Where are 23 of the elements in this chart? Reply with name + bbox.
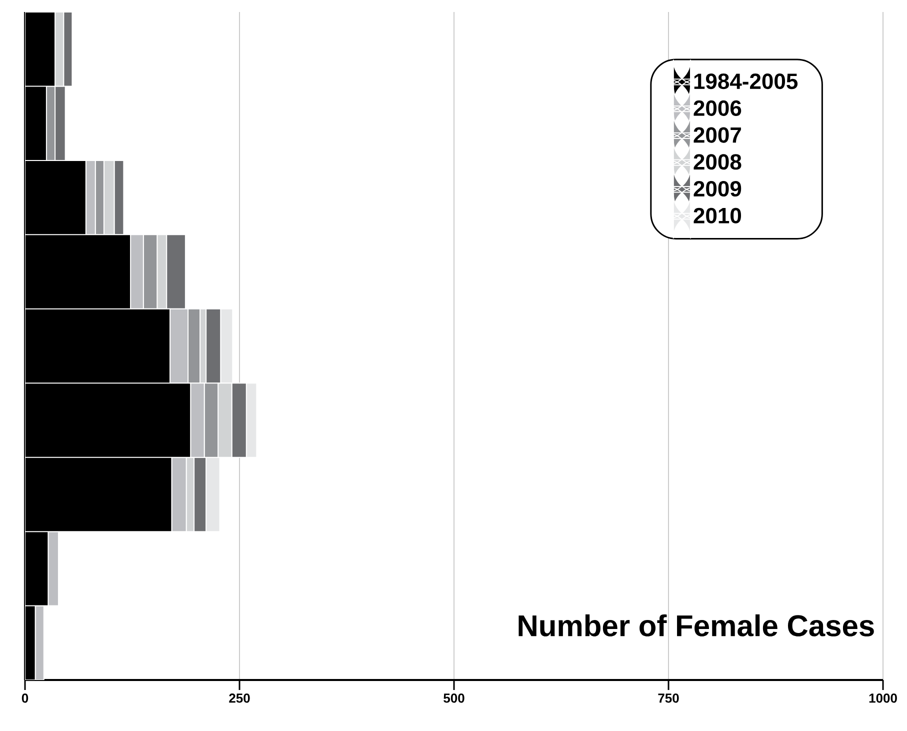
bar xyxy=(170,308,189,384)
bar xyxy=(218,382,232,458)
x-tick-label: 750 xyxy=(658,694,679,703)
bar xyxy=(231,382,247,458)
legend-label: 2008 xyxy=(694,154,742,170)
legend-label: 2007 xyxy=(694,127,741,143)
x-tick-label: 250 xyxy=(229,694,250,703)
bar xyxy=(194,456,207,532)
legend-label: 1984-2005 xyxy=(694,74,798,90)
bar xyxy=(142,234,158,310)
bar xyxy=(130,234,144,310)
bar xyxy=(190,382,205,458)
bar xyxy=(171,456,187,532)
x-tick-label: 0 xyxy=(22,694,28,703)
x-axis-title: Number of Female Cases xyxy=(518,614,874,636)
x-tick-label: 1000 xyxy=(869,694,897,703)
legend-label: 2010 xyxy=(694,208,742,224)
legend-label: 2006 xyxy=(694,100,742,116)
x-tick-label: 500 xyxy=(444,694,464,703)
bar xyxy=(166,234,186,310)
legend-label: 2009 xyxy=(694,180,742,197)
bar xyxy=(206,308,222,384)
bar xyxy=(48,531,59,606)
